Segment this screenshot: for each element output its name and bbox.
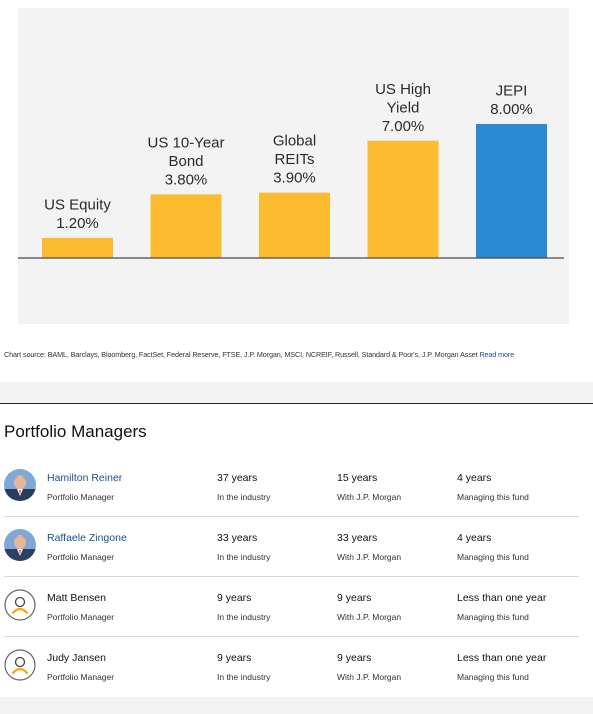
section-spacer (0, 382, 593, 404)
bar-category-label: US Equity (44, 196, 111, 213)
manager-name: Judy Jansen (47, 652, 106, 664)
chart-panel: 1.20% US Equity 3.80% US 10-Year Bond 3.90% Gl… (18, 8, 569, 324)
portfolio-managers-heading: Portfolio Managers (4, 422, 147, 441)
row-divider (4, 576, 579, 577)
stat-label: With J.P. Morgan (337, 612, 402, 622)
stat-value: 4 years (457, 472, 492, 484)
manager-row: Hamilton Reiner Portfolio Manager 37 years… (0, 457, 593, 517)
bar-value-label: 3.90% (273, 170, 316, 187)
stat-label: Managing this fund (457, 612, 529, 622)
bar-value-label: 8.00% (490, 101, 533, 118)
stat-label: In the industry (217, 672, 271, 682)
stat-label: In the industry (217, 552, 271, 562)
row-divider (4, 636, 579, 637)
stat-value: Less than one year (457, 592, 547, 604)
stat-value: 9 years (217, 592, 252, 604)
stat-label: Managing this fund (457, 552, 529, 562)
user-outline-icon (4, 589, 36, 621)
stat-value: 9 years (337, 592, 372, 604)
manager-row: Raffaele Zingone Portfolio Manager 33 year… (0, 517, 593, 577)
user-outline-icon (4, 649, 36, 681)
section-divider (0, 403, 593, 404)
manager-name[interactable]: Hamilton Reiner (47, 472, 123, 484)
manager-role: Portfolio Manager (47, 672, 115, 682)
bar-category-label: JEPI (496, 83, 528, 100)
stat-value: 9 years (217, 652, 252, 664)
bar-value-label: 1.20% (56, 215, 99, 232)
bar-global-reits (259, 192, 330, 258)
portfolio-managers-list: Hamilton Reiner Portfolio Manager 37 years… (0, 457, 593, 697)
bar-category-label: US High (375, 81, 431, 98)
row-divider (4, 516, 579, 517)
manager-role: Portfolio Manager (47, 552, 115, 562)
manager-name[interactable]: Raffaele Zingone (47, 532, 127, 544)
footer-spacer (0, 697, 593, 714)
bar-us-high-yield (367, 140, 439, 258)
chart-source-text: Chart source: BAML, Barclays, Bloomberg,… (4, 350, 480, 359)
stat-value: 37 years (217, 472, 258, 484)
read-more-link[interactable]: Read more (479, 350, 515, 359)
chart-source-note: Chart source: BAML, Barclays, Bloomberg,… (4, 350, 593, 359)
stat-value: 4 years (457, 532, 492, 544)
yield-bar-chart: 1.20% US Equity 3.80% US 10-Year Bond 3.90% Gl… (18, 81, 564, 259)
stat-value: 9 years (337, 652, 372, 664)
stat-value: 33 years (337, 532, 378, 544)
stat-value: Less than one year (457, 652, 547, 664)
avatar (4, 469, 36, 501)
stat-label: In the industry (217, 492, 271, 502)
bar-value-label: 7.00% (382, 118, 425, 135)
stat-label: With J.P. Morgan (337, 552, 402, 562)
bar-category-label: Yield (387, 99, 420, 116)
bar-category-label: US 10-Year (148, 134, 225, 151)
bar-us-10-year-bond (150, 194, 222, 258)
stat-label: Managing this fund (457, 672, 529, 682)
stat-label: In the industry (217, 612, 271, 622)
stat-value: 33 years (217, 532, 258, 544)
bar-value-label: 3.80% (165, 171, 208, 188)
manager-row: Matt Bensen Portfolio Manager 9 years In th… (0, 577, 593, 637)
manager-role: Portfolio Manager (47, 612, 115, 622)
avatar (4, 529, 36, 561)
manager-name: Matt Bensen (47, 592, 106, 604)
bar-category-label: Global (273, 133, 316, 150)
stat-value: 15 years (337, 472, 378, 484)
stat-label: With J.P. Morgan (337, 492, 402, 502)
stat-label: With J.P. Morgan (337, 672, 402, 682)
manager-role: Portfolio Manager (47, 492, 115, 502)
manager-row: Judy Jansen Portfolio Manager 9 years In th… (0, 637, 593, 697)
bar-us-equity (42, 237, 113, 258)
stat-label: Managing this fund (457, 492, 529, 502)
bar-category-label: REITs (274, 151, 314, 168)
bar-jepi (476, 124, 547, 258)
bar-category-label: Bond (168, 153, 203, 170)
